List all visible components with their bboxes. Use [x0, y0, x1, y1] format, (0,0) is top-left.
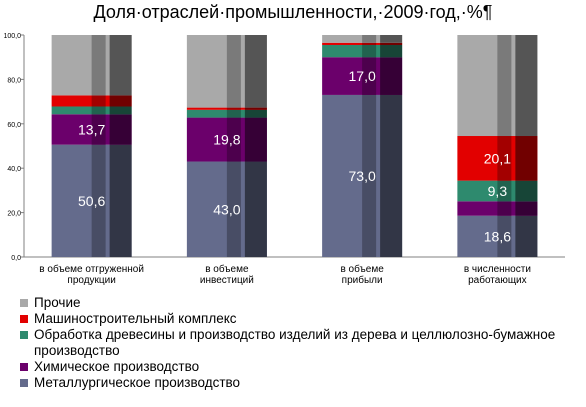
bar-band	[244, 117, 267, 162]
legend-item: Химическое производство	[18, 359, 583, 375]
data-label: 9,3	[488, 183, 508, 199]
bar-band	[91, 35, 106, 96]
bar-band	[226, 161, 241, 257]
bar-band	[109, 35, 132, 96]
bar-band	[515, 136, 538, 181]
bar-band	[226, 109, 241, 118]
bar-band	[244, 109, 267, 118]
y-tick-label: 100,0	[3, 33, 21, 40]
legend-label: Обработка древесины и производство издел…	[34, 327, 556, 358]
y-tick-label: 0,0	[11, 255, 21, 262]
y-tick-label: 40,0	[7, 166, 21, 173]
bar-band	[244, 161, 267, 257]
bar-band	[91, 144, 106, 257]
bar-band	[497, 201, 512, 216]
data-label: 73,0	[349, 168, 376, 184]
bar-band	[497, 35, 512, 137]
bar-band	[497, 136, 512, 181]
x-tick-label: в объеме	[205, 263, 249, 275]
x-tick-label: инвестиций	[200, 275, 254, 286]
bar-band	[362, 44, 377, 58]
bar-band	[244, 35, 267, 108]
bar-band	[226, 35, 241, 108]
bar-band	[515, 215, 538, 257]
bar-band	[380, 44, 403, 58]
bar-band	[244, 107, 267, 110]
chart-title: Доля·отраслей·промышленности,·2009·год,·…	[93, 2, 493, 22]
bar-band	[362, 57, 377, 95]
bar-band	[380, 42, 403, 45]
data-label: 13,7	[78, 121, 105, 137]
bar-band	[362, 94, 377, 257]
legend-label: Машиностроительный комплекс	[34, 311, 237, 326]
bar-band	[226, 117, 241, 162]
x-tick-label: в объеме отгруженной	[39, 263, 144, 275]
legend-label: Металлургическое производство	[34, 375, 241, 390]
chart-legend: Прочие Машиностроительный комплекс Обработ…	[18, 295, 583, 391]
bar-band	[380, 35, 403, 43]
x-tick-label: прибыли	[342, 274, 383, 286]
bar-band	[362, 35, 377, 43]
bar-band	[515, 180, 538, 202]
legend-swatch	[20, 379, 28, 387]
legend-label: Химическое производство	[34, 359, 200, 374]
bar-band	[380, 57, 403, 95]
y-tick-label: 60,0	[7, 122, 21, 129]
bar-band	[497, 180, 512, 202]
legend-item: Прочие	[18, 295, 583, 311]
bar-band	[109, 114, 132, 145]
legend-item: Машиностроительный комплекс	[18, 311, 583, 327]
legend-swatch	[20, 315, 28, 323]
bar-band	[109, 106, 132, 115]
y-tick-label: 20,0	[7, 211, 21, 218]
bar-band	[362, 42, 377, 45]
legend-label: Прочие	[34, 295, 81, 310]
bar-band	[91, 106, 106, 115]
data-label: 18,6	[484, 228, 511, 244]
y-tick-label: 80,0	[7, 77, 21, 84]
bar-band	[515, 35, 538, 137]
x-tick-label: в численности	[464, 264, 531, 275]
bar-band	[109, 144, 132, 257]
x-tick-label: в объеме	[340, 263, 384, 275]
bar-band	[91, 114, 106, 145]
data-label: 17,0	[349, 68, 376, 84]
legend-swatch	[20, 363, 28, 371]
data-label: 20,1	[484, 150, 511, 166]
legend-swatch	[20, 299, 28, 307]
legend-item: Обработка древесины и производство издел…	[18, 327, 583, 359]
data-label: 43,0	[213, 201, 240, 217]
bar-band	[91, 95, 106, 107]
data-label: 19,8	[213, 132, 240, 148]
bar-band	[380, 94, 403, 257]
bar-band	[109, 95, 132, 107]
data-label: 50,6	[78, 193, 105, 209]
x-tick-label: работающих	[468, 274, 527, 286]
bar-band	[515, 201, 538, 216]
x-tick-label: продукции	[67, 275, 115, 286]
legend-swatch	[20, 331, 28, 339]
legend-item: Металлургическое производство	[18, 375, 583, 391]
bar-band	[497, 215, 512, 257]
bar-band	[226, 107, 241, 110]
